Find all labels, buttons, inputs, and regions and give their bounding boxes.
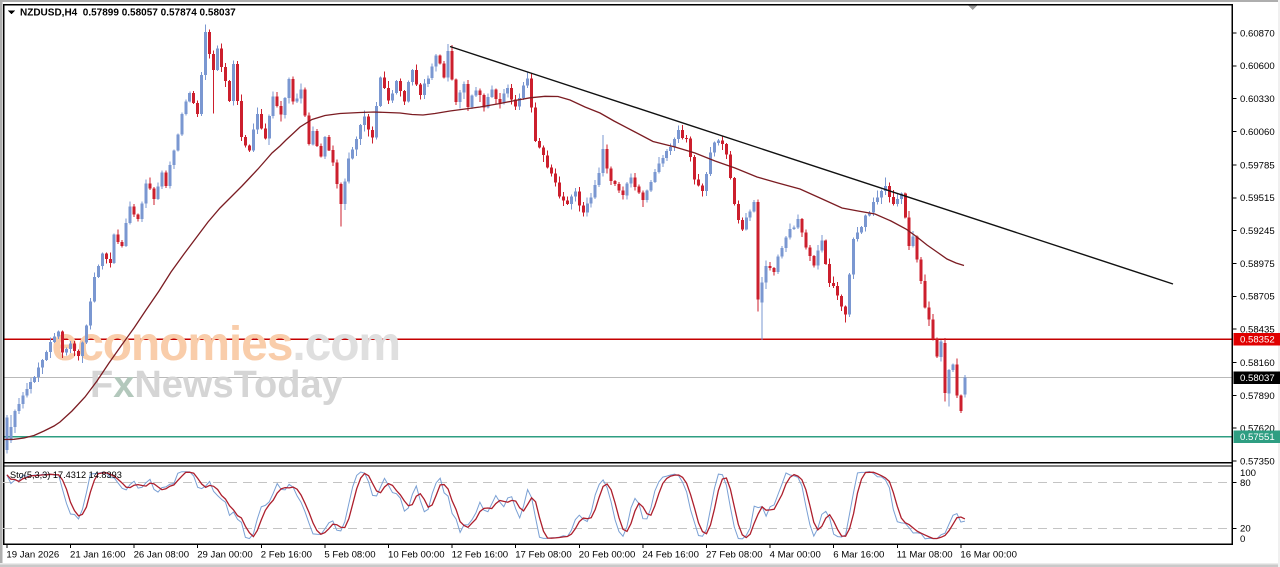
svg-text:0: 0 bbox=[1240, 534, 1245, 545]
svg-text:20: 20 bbox=[1240, 524, 1251, 535]
svg-text:0.57620: 0.57620 bbox=[1240, 424, 1275, 435]
svg-text:10 Feb 00:00: 10 Feb 00:00 bbox=[388, 550, 445, 561]
svg-text:0.57551: 0.57551 bbox=[1240, 432, 1275, 443]
svg-text:17 Feb 08:00: 17 Feb 08:00 bbox=[515, 550, 572, 561]
svg-text:4 Mar 00:00: 4 Mar 00:00 bbox=[770, 550, 821, 561]
svg-text:0.57890: 0.57890 bbox=[1240, 391, 1275, 402]
svg-text:20 Feb 00:00: 20 Feb 00:00 bbox=[579, 550, 636, 561]
svg-text:0.58160: 0.58160 bbox=[1240, 358, 1275, 369]
svg-text:NZDUSD,H4 0.57899 0.58057 0.5: NZDUSD,H4 0.57899 0.58057 0.57874 0.5803… bbox=[20, 8, 236, 19]
svg-text:24 Feb 16:00: 24 Feb 16:00 bbox=[642, 550, 699, 561]
svg-text:2 Feb 16:00: 2 Feb 16:00 bbox=[261, 550, 312, 561]
svg-text:0.59515: 0.59515 bbox=[1240, 193, 1275, 204]
svg-text:Sto(5,3,3) 17.4312 14.8393: Sto(5,3,3) 17.4312 14.8393 bbox=[10, 470, 122, 480]
svg-text:0.58975: 0.58975 bbox=[1240, 259, 1275, 270]
svg-text:FxNewsToday: FxNewsToday bbox=[90, 364, 343, 406]
svg-text:12 Feb 16:00: 12 Feb 16:00 bbox=[452, 550, 509, 561]
svg-text:26 Jan 08:00: 26 Jan 08:00 bbox=[134, 550, 189, 561]
svg-text:27 Feb 08:00: 27 Feb 08:00 bbox=[706, 550, 763, 561]
svg-text:0.58037: 0.58037 bbox=[1240, 373, 1275, 384]
svg-text:0.60330: 0.60330 bbox=[1240, 94, 1275, 105]
svg-text:0.58352: 0.58352 bbox=[1240, 335, 1275, 346]
svg-text:0.58435: 0.58435 bbox=[1240, 325, 1275, 336]
svg-text:0.60870: 0.60870 bbox=[1240, 28, 1275, 39]
svg-text:0.58705: 0.58705 bbox=[1240, 292, 1275, 303]
svg-text:0.60060: 0.60060 bbox=[1240, 127, 1275, 138]
svg-text:100: 100 bbox=[1240, 468, 1256, 479]
svg-text:21 Jan 16:00: 21 Jan 16:00 bbox=[70, 550, 125, 561]
svg-text:economies.com: economies.com bbox=[52, 318, 401, 371]
svg-text:0.59785: 0.59785 bbox=[1240, 160, 1275, 171]
svg-text:80: 80 bbox=[1240, 478, 1251, 489]
svg-text:11 Mar 08:00: 11 Mar 08:00 bbox=[897, 550, 953, 561]
svg-text:0.59245: 0.59245 bbox=[1240, 226, 1275, 237]
svg-text:29 Jan 00:00: 29 Jan 00:00 bbox=[197, 550, 252, 561]
svg-text:16 Mar 00:00: 16 Mar 00:00 bbox=[960, 550, 1017, 561]
svg-text:0.60600: 0.60600 bbox=[1240, 61, 1275, 72]
svg-text:19 Jan 2026: 19 Jan 2026 bbox=[6, 550, 59, 561]
svg-text:6 Mar 16:00: 6 Mar 16:00 bbox=[833, 550, 884, 561]
svg-text:5 Feb 08:00: 5 Feb 08:00 bbox=[324, 550, 375, 561]
svg-text:0.57350: 0.57350 bbox=[1240, 456, 1275, 467]
